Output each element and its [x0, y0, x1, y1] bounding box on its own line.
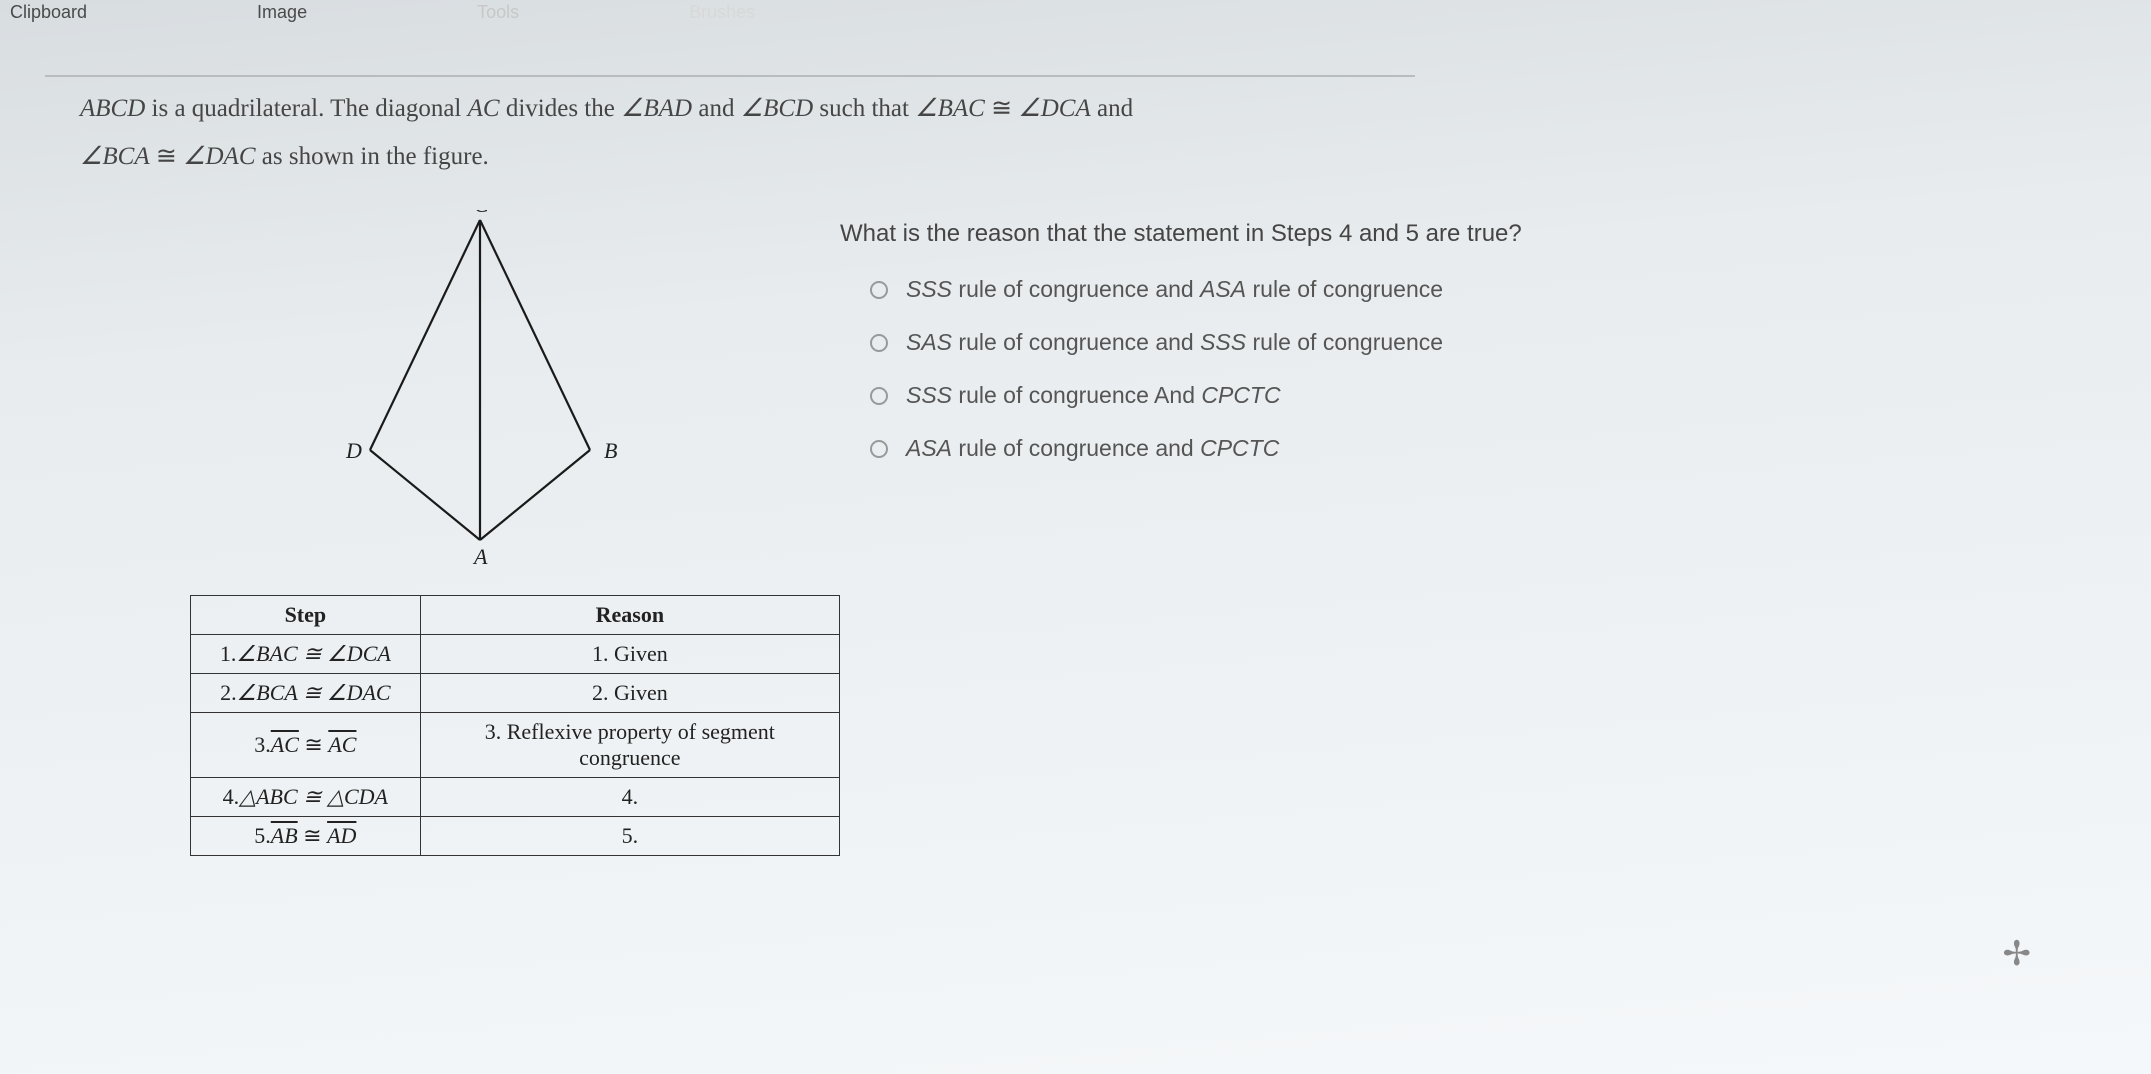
- text-abcd: ABCD: [80, 95, 145, 122]
- svg-text:A: A: [472, 544, 488, 569]
- table-row: 1.∠BAC ≅ ∠DCA1. Given: [191, 635, 840, 674]
- ribbon-group-tools[interactable]: Tools: [477, 0, 519, 23]
- option-2[interactable]: SAS rule of congruence and SSS rule of c…: [870, 329, 1580, 356]
- ribbon-group-clipboard[interactable]: Clipboard: [10, 0, 87, 23]
- table-row: 3.AC ≅ AC3. Reflexive property of segmen…: [191, 713, 840, 778]
- step-cell: 5.AB ≅ AD: [191, 817, 421, 856]
- radio-icon[interactable]: [870, 440, 888, 458]
- table-row: 5.AB ≅ AD5.: [191, 817, 840, 856]
- reason-cell: 1. Given: [420, 635, 839, 674]
- svg-text:D: D: [345, 438, 362, 463]
- geometry-figure: C B D A: [320, 210, 840, 575]
- option-label: SSS rule of congruence And CPCTC: [906, 382, 1281, 409]
- option-label: SAS rule of congruence and SSS rule of c…: [906, 329, 1443, 356]
- option-1[interactable]: SSS rule of congruence and ASA rule of c…: [870, 276, 1580, 303]
- radio-icon[interactable]: [870, 387, 888, 405]
- option-4[interactable]: ASA rule of congruence and CPCTC: [870, 435, 1580, 462]
- cursor-icon: ✢: [2003, 934, 2032, 974]
- problem-statement: ABCD is a quadrilateral. The diagonal AC…: [80, 85, 1580, 180]
- options-group: SSS rule of congruence and ASA rule of c…: [840, 276, 1580, 462]
- option-label: SSS rule of congruence and ASA rule of c…: [906, 276, 1443, 303]
- option-3[interactable]: SSS rule of congruence And CPCTC: [870, 382, 1580, 409]
- ribbon-bar: Clipboard Image Tools Brushes: [0, 0, 2151, 34]
- divider: [45, 75, 1415, 77]
- step-cell: 3.AC ≅ AC: [191, 713, 421, 778]
- step-cell: 4.△ABC ≅ △CDA: [191, 778, 421, 817]
- svg-text:C: C: [474, 210, 489, 217]
- option-label: ASA rule of congruence and CPCTC: [906, 435, 1279, 462]
- reason-cell: 3. Reflexive property of segment congrue…: [420, 713, 839, 778]
- quadrilateral-svg: C B D A: [320, 210, 660, 570]
- table-row: 2.∠BCA ≅ ∠DAC2. Given: [191, 674, 840, 713]
- proof-table: Step Reason 1.∠BAC ≅ ∠DCA1. Given2.∠BCA …: [190, 595, 840, 856]
- question-text: What is the reason that the statement in…: [840, 220, 1580, 248]
- col-header-reason: Reason: [420, 596, 839, 635]
- radio-icon[interactable]: [870, 334, 888, 352]
- reason-cell: 2. Given: [420, 674, 839, 713]
- reason-cell: 5.: [420, 817, 839, 856]
- step-cell: 2.∠BCA ≅ ∠DAC: [191, 674, 421, 713]
- ribbon-group-brushes[interactable]: Brushes: [689, 0, 755, 23]
- col-header-step: Step: [191, 596, 421, 635]
- content: ABCD is a quadrilateral. The diagonal AC…: [80, 85, 1580, 856]
- table-row: 4.△ABC ≅ △CDA4.: [191, 778, 840, 817]
- ribbon-group-image[interactable]: Image: [257, 0, 307, 23]
- step-cell: 1.∠BAC ≅ ∠DCA: [191, 635, 421, 674]
- svg-text:B: B: [604, 438, 617, 463]
- radio-icon[interactable]: [870, 281, 888, 299]
- reason-cell: 4.: [420, 778, 839, 817]
